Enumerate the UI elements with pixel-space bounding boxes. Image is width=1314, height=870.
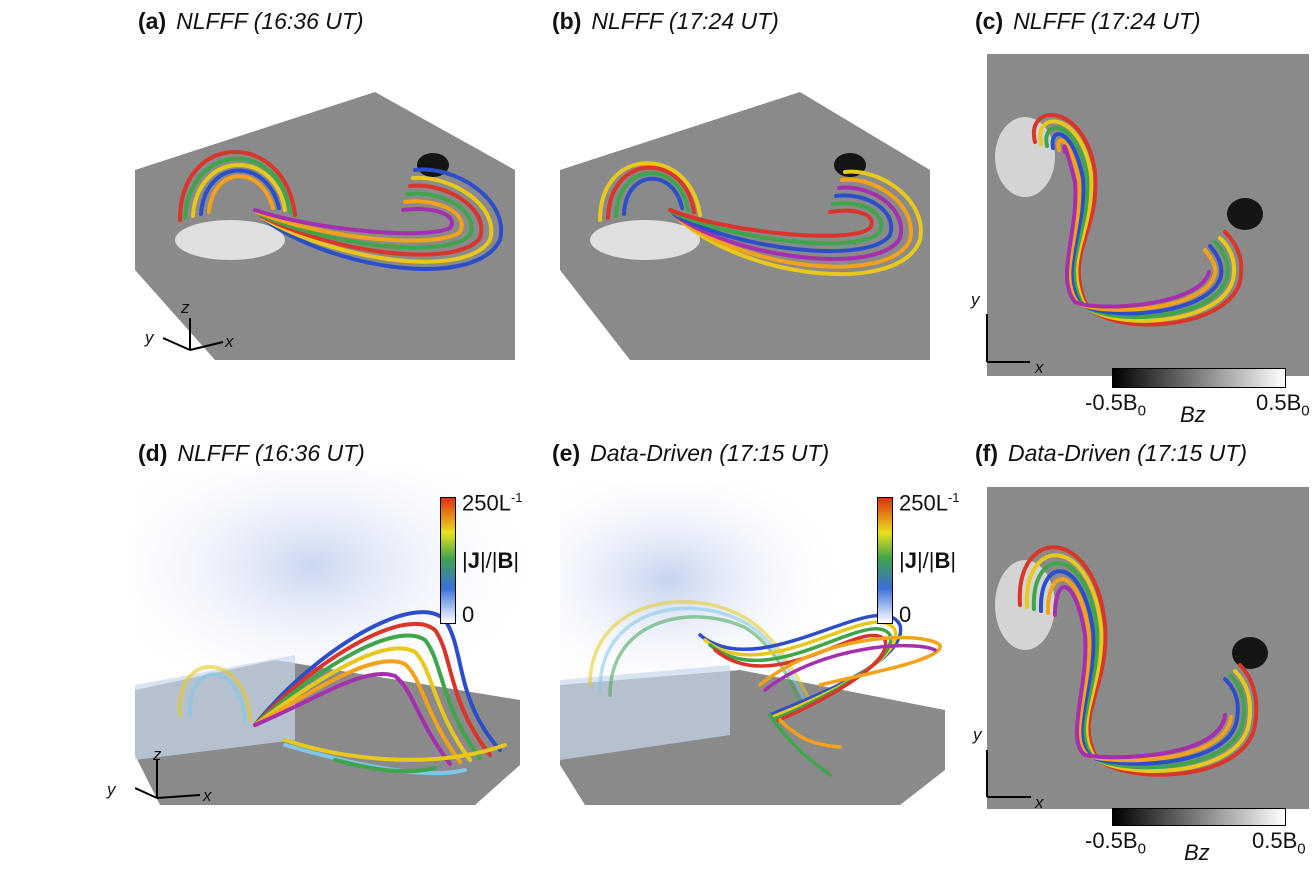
panel-e-letter: (e) bbox=[552, 440, 581, 466]
panel-d-title: (d) NLFFF (16:36 UT) bbox=[138, 440, 365, 467]
jb-max-label-d: 250L-1 bbox=[462, 490, 523, 516]
current-density-slice bbox=[560, 485, 870, 695]
jb-max-label-e: 250L-1 bbox=[899, 490, 960, 516]
axis-y-label-d: y bbox=[107, 780, 116, 799]
panel-c-letter: (c) bbox=[975, 8, 1004, 34]
axis-z-label-d: z bbox=[153, 745, 162, 764]
jb-quantity-d: |J|/|B| bbox=[462, 548, 520, 573]
axis-y-label-f: y bbox=[973, 725, 982, 744]
axis-x-label-c: x bbox=[1035, 358, 1044, 377]
axis-y-label-c: y bbox=[971, 290, 980, 309]
jb-colorbar-e bbox=[877, 497, 893, 624]
panel-d-caption: NLFFF (16:36 UT) bbox=[177, 440, 365, 466]
panel-a-letter: (a) bbox=[138, 8, 167, 34]
jb-quantity-e: |J|/|B| bbox=[899, 548, 957, 573]
axis-x-label-f: x bbox=[1035, 793, 1044, 812]
panel-f-caption: Data-Driven (17:15 UT) bbox=[1007, 440, 1248, 466]
bz-colorbar-bottom bbox=[1112, 808, 1286, 826]
panel-c-title: (c) NLFFF (17:24 UT) bbox=[975, 8, 1201, 35]
panel-f-title: (f) Data-Driven (17:15 UT) bbox=[975, 440, 1247, 467]
axis-x-label-d: x bbox=[203, 786, 212, 805]
jb-min-label-e: 0 bbox=[899, 602, 912, 627]
jb-colorbar-d bbox=[440, 497, 456, 624]
panel-d-letter: (d) bbox=[138, 440, 168, 466]
bz-quantity-bottom: Bz bbox=[1184, 840, 1210, 865]
negative-polarity-spot bbox=[1227, 198, 1263, 230]
bz-colorbar-top bbox=[1112, 368, 1286, 388]
panel-c-view: y x bbox=[965, 52, 1314, 382]
panel-b-letter: (b) bbox=[552, 8, 582, 34]
panel-e-view bbox=[560, 485, 960, 810]
bz-max-label-bottom: 0.5B0 bbox=[1252, 828, 1306, 858]
panel-a-view: z x y bbox=[135, 90, 515, 365]
panel-f-view: y x bbox=[965, 485, 1314, 815]
panel-b-title: (b) NLFFF (17:24 UT) bbox=[552, 8, 779, 35]
axis-triad-a bbox=[162, 318, 224, 351]
panel-d-view: z x y bbox=[107, 470, 530, 810]
panel-b-view bbox=[560, 90, 930, 365]
axis-triad-d bbox=[135, 760, 201, 799]
axis-z-label: z bbox=[181, 298, 190, 317]
negative-polarity-spot bbox=[1232, 637, 1268, 669]
panel-c-caption: NLFFF (17:24 UT) bbox=[1013, 8, 1201, 34]
panel-a-title: (a) NLFFF (16:36 UT) bbox=[138, 8, 364, 35]
panel-e-title: (e) Data-Driven (17:15 UT) bbox=[552, 440, 829, 467]
vertical-slice bbox=[135, 655, 295, 760]
bz-max-label-top: 0.5B0 bbox=[1256, 390, 1310, 420]
positive-polarity-patch bbox=[590, 220, 700, 260]
vertical-slice bbox=[560, 665, 730, 760]
panel-e-caption: Data-Driven (17:15 UT) bbox=[590, 440, 830, 466]
positive-polarity-patch bbox=[175, 220, 285, 260]
positive-polarity-patch bbox=[995, 117, 1055, 197]
bz-min-label-bottom: -0.5B0 bbox=[1085, 828, 1146, 858]
panel-a-caption: NLFFF (16:36 UT) bbox=[176, 8, 364, 34]
axis-triad-c bbox=[986, 314, 1030, 363]
bz-min-label-top: -0.5B0 bbox=[1085, 390, 1146, 420]
jb-min-label-d: 0 bbox=[462, 602, 475, 627]
panel-b-caption: NLFFF (17:24 UT) bbox=[591, 8, 779, 34]
axis-triad-f bbox=[986, 750, 1031, 798]
panel-f-letter: (f) bbox=[975, 440, 998, 466]
axis-y-label: y bbox=[145, 328, 154, 347]
axis-x-label: x bbox=[225, 332, 234, 351]
bz-quantity-top: Bz bbox=[1180, 402, 1206, 427]
